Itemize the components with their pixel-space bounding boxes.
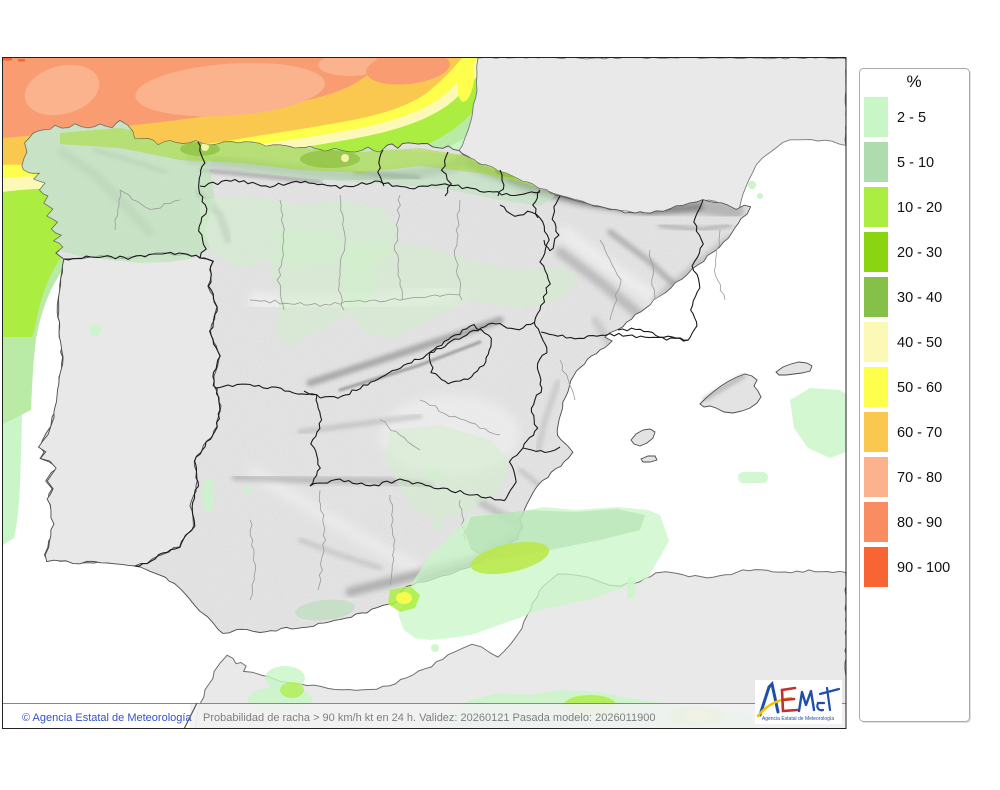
svg-text:%: %: [906, 72, 921, 91]
svg-text:60 - 70: 60 - 70: [897, 425, 942, 441]
svg-text:30 - 40: 30 - 40: [897, 290, 942, 306]
svg-text:2 - 5: 2 - 5: [897, 110, 926, 126]
svg-text:70 - 80: 70 - 80: [897, 470, 942, 486]
svg-text:40 - 50: 40 - 50: [897, 335, 942, 351]
svg-text:20 - 30: 20 - 30: [897, 245, 942, 261]
svg-text:Probabilidad de racha > 90 km/: Probabilidad de racha > 90 km/h kt en 24…: [203, 712, 655, 724]
svg-text:80 - 90: 80 - 90: [897, 515, 942, 531]
svg-text:5 - 10: 5 - 10: [897, 155, 934, 171]
svg-text:10 - 20: 10 - 20: [897, 200, 942, 216]
svg-text:© Agencia Estatal de Meteorolo: © Agencia Estatal de Meteorología: [22, 712, 192, 724]
svg-text:50 - 60: 50 - 60: [897, 380, 942, 396]
svg-text:Agencia Estatal de Meteorologí: Agencia Estatal de Meteorología: [762, 716, 834, 722]
svg-text:90 - 100: 90 - 100: [897, 560, 950, 576]
